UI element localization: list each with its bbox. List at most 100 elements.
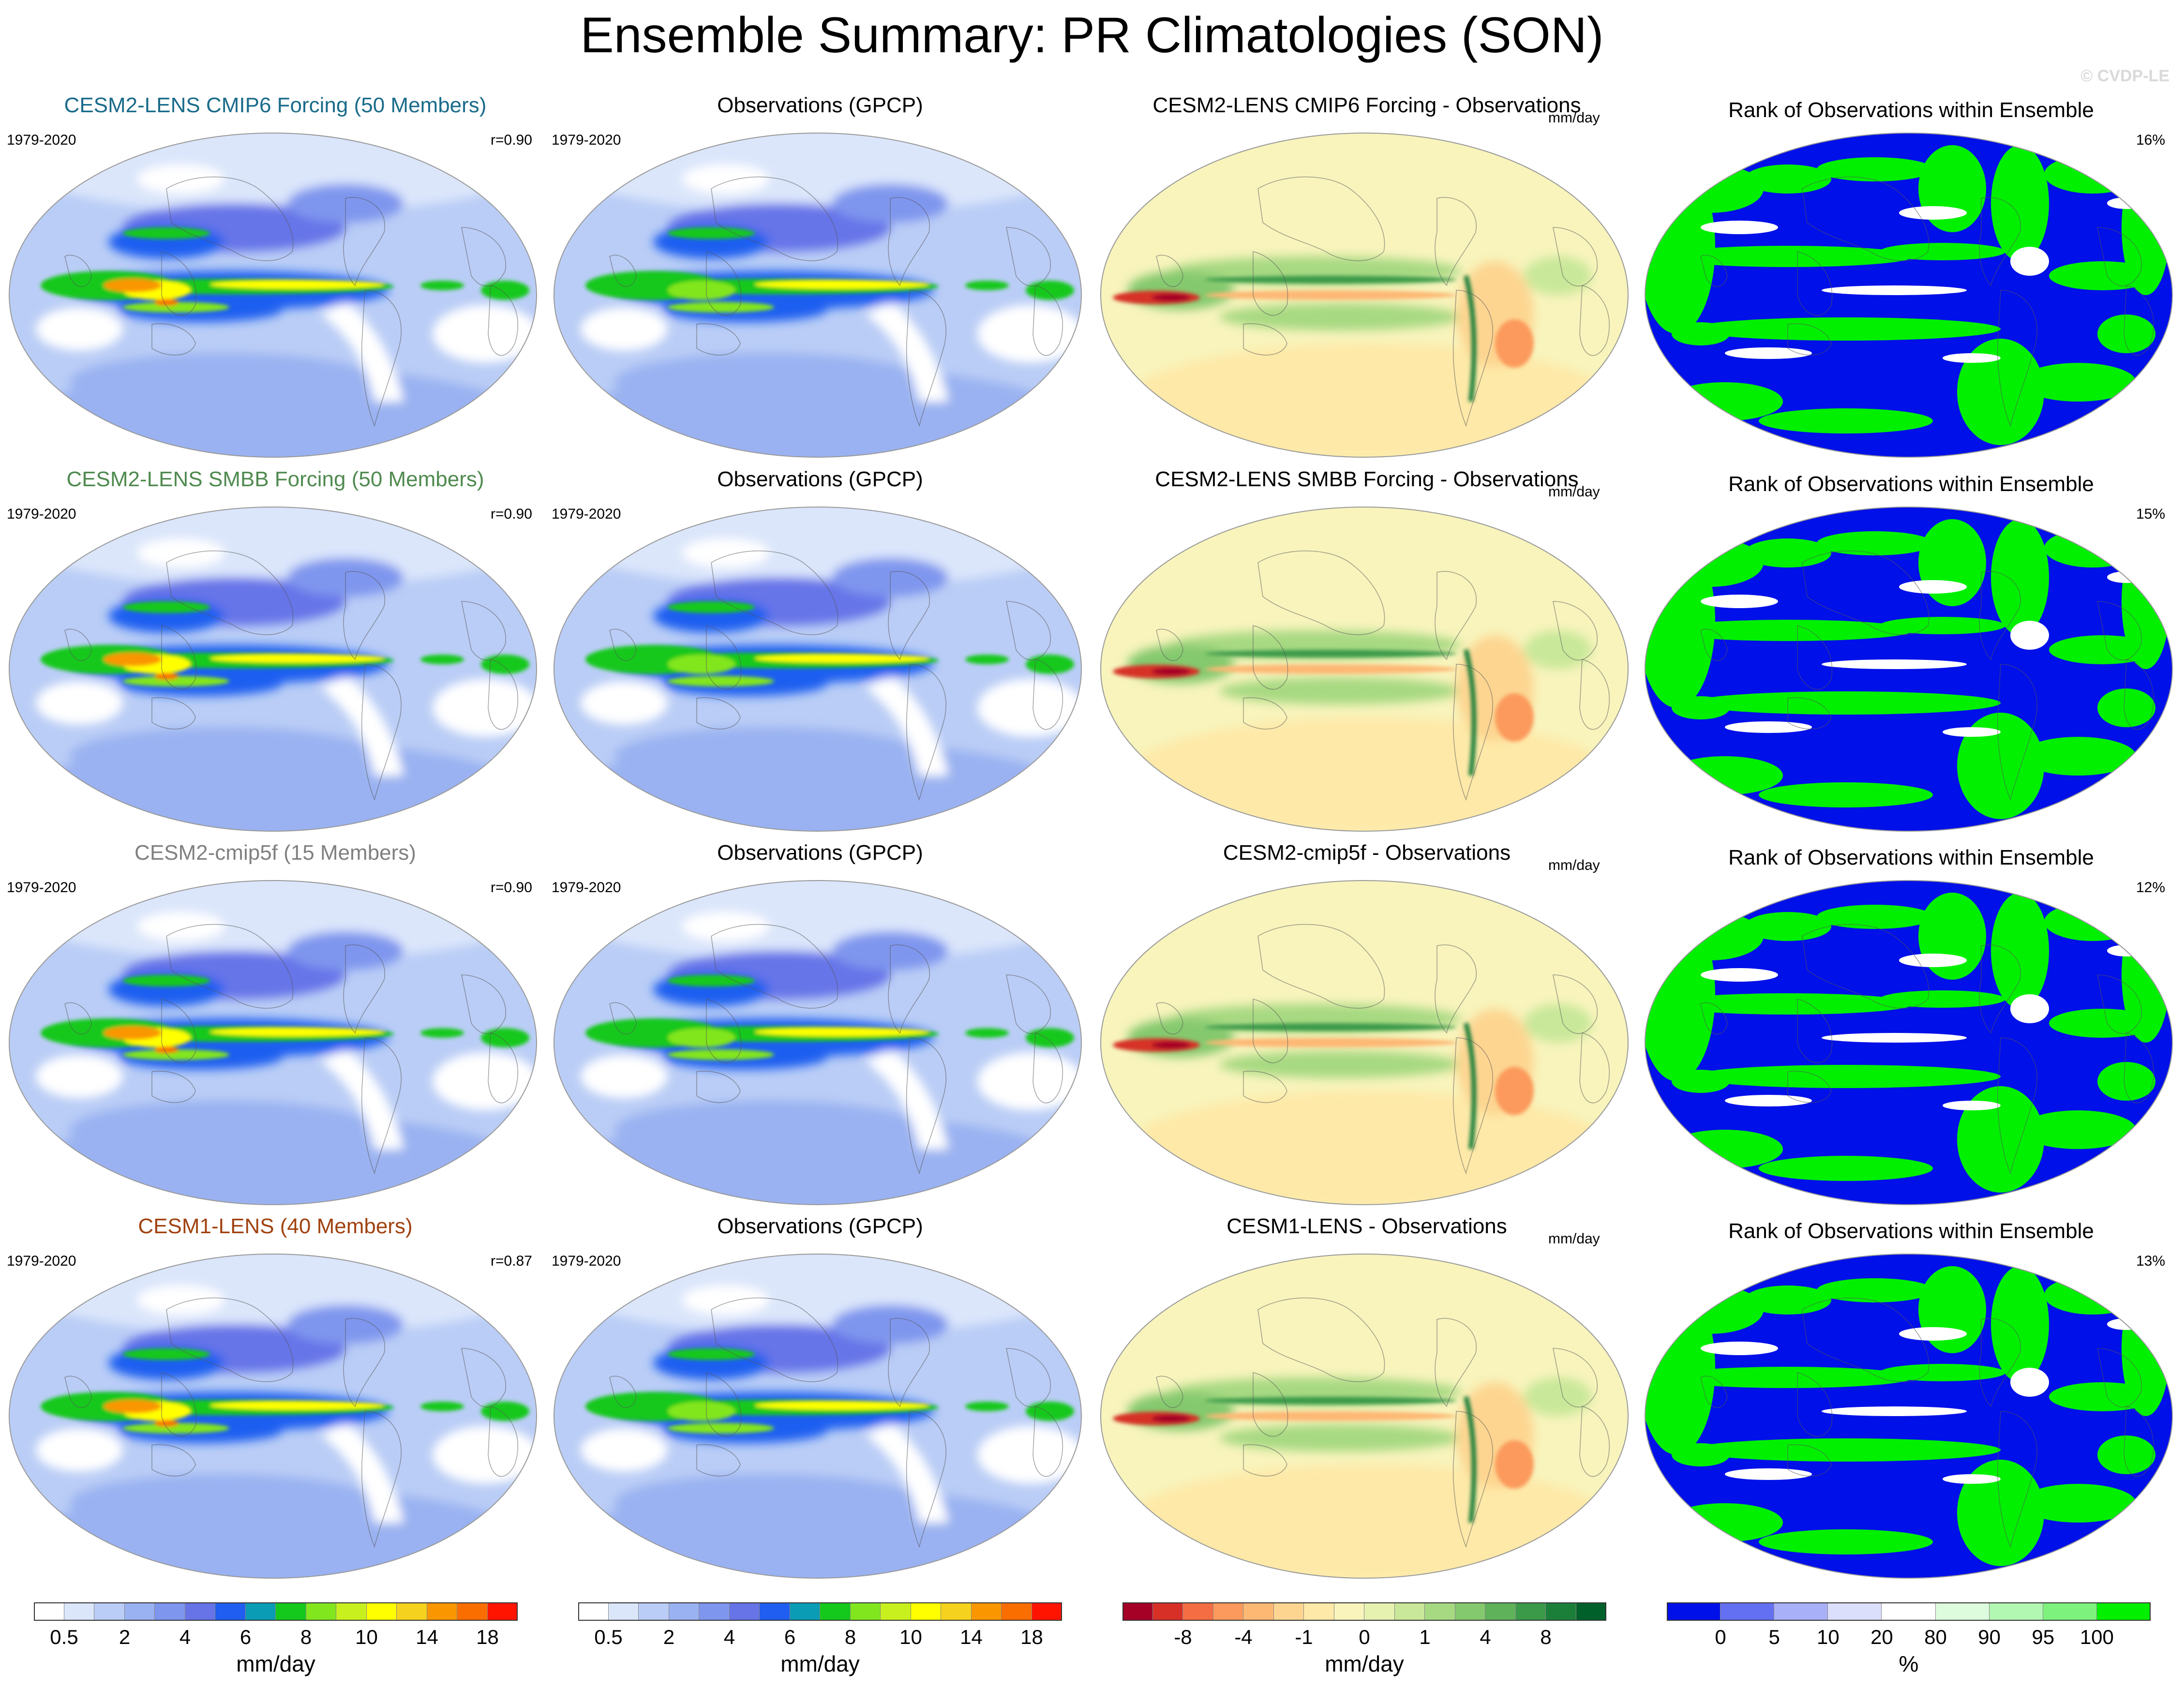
colorbar-swatch [1152,1602,1183,1621]
colorbar-tick-label: 100 [2079,1626,2114,1648]
colorbar-tick-label: 6 [239,1626,252,1648]
model-period: 1979-2020 [7,132,76,148]
copyright-label: © CVDP-LE [2080,67,2169,85]
colorbar-swatch [1304,1602,1334,1621]
colorbar-tick-label: 8 [844,1626,856,1648]
colorbar-swatch [790,1602,820,1621]
colorbar-swatch [34,1602,64,1621]
colorbar-tick-label: 10 [899,1626,922,1648]
colorbar-swatch [397,1602,427,1621]
obs-precip-map [553,507,1082,832]
colorbar-swatch [669,1602,699,1621]
colorbar-units: mm/day [780,1651,860,1676]
model-correlation: r=0.90 [491,506,532,522]
model-precip-map [9,507,537,832]
rank-panel-title: Rank of Observations within Ensemble [1728,98,2094,122]
colorbar-swatch [1002,1602,1032,1621]
colorbar-swatch [699,1602,730,1621]
colorbar-swatch [1183,1602,1213,1621]
colorbar-tick-label: 0 [1359,1626,1370,1648]
obs-panel-title: Observations (GPCP) [717,93,923,117]
colorbar-swatch [306,1602,336,1621]
colorbar-tick-label: 8 [1540,1626,1552,1648]
rank-map [1645,1254,2173,1579]
colorbar-tick-label: -1 [1295,1626,1313,1648]
colorbar-swatch [487,1602,518,1621]
model-correlation: r=0.90 [491,132,532,148]
rank-panel-title: Rank of Observations within Ensemble [1728,1219,2094,1243]
colorbar-tick-label: 2 [663,1626,675,1648]
rank-map [1645,880,2173,1205]
colorbar-swatch [245,1602,276,1621]
colorbar-swatch [1243,1602,1274,1621]
rank-panel-title: Rank of Observations within Ensemble [1728,472,2094,496]
colorbar-tick-label: 4 [723,1626,735,1648]
colorbar-swatch [1935,1602,1990,1621]
colorbar-swatch [639,1602,669,1621]
colorbar-swatch [1515,1602,1546,1621]
diff-panel-title: CESM2-cmip5f - Observations [1223,841,1511,865]
colorbar-swatch [2096,1602,2151,1621]
colorbar-swatch [1576,1602,1606,1621]
colorbar-swatch [1334,1602,1364,1621]
colorbar-swatch [457,1602,488,1621]
obs-period: 1979-2020 [552,1253,621,1269]
colorbar-swatch [760,1602,790,1621]
rank-panel-title: Rank of Observations within Ensemble [1728,846,2094,869]
colorbar-tick-label: 0.5 [594,1626,623,1648]
colorbar-swatch [1273,1602,1304,1621]
colorbar-swatch [336,1602,367,1621]
obs-precip-map [553,133,1082,458]
obs-period: 1979-2020 [552,132,621,148]
model-period: 1979-2020 [7,1253,76,1269]
colorbar-swatch [1774,1602,1828,1621]
colorbar-tick-label: 6 [784,1626,796,1648]
colorbar-tick-label: 95 [2032,1626,2055,1648]
rank-map [1645,133,2173,458]
colorbar-tick-label: 80 [1924,1626,1947,1648]
colorbar-tick-label: 5 [1768,1626,1780,1648]
colorbar-swatch [850,1602,881,1621]
colorbar-swatch [94,1602,125,1621]
diff-panel-title: CESM2-LENS SMBB Forcing - Observations [1155,467,1579,491]
colorbar-swatch [1425,1602,1455,1621]
obs-period: 1979-2020 [552,506,621,522]
obs-panel-title: Observations (GPCP) [717,841,923,865]
rank-percent: 16% [2136,132,2166,148]
rank-map [1645,507,2173,832]
colorbar-tick-label: 1 [1419,1626,1431,1648]
model-panel-title: CESM2-cmip5f (15 Members) [135,841,416,865]
colorbar-tick-label: 10 [1816,1626,1840,1648]
rank-percent: 15% [2136,506,2166,522]
colorbar-tick-label: 14 [416,1626,438,1648]
colorbar-units: mm/day [236,1651,315,1676]
model-precip-map [9,880,537,1205]
difference-map [1100,133,1629,458]
obs-panel-title: Observations (GPCP) [717,1214,923,1238]
colorbar-tick-label: 18 [1020,1626,1043,1648]
colorbar-swatch [1546,1602,1576,1621]
colorbar-swatch [1485,1602,1516,1621]
colorbar-tick-label: -8 [1174,1626,1192,1648]
obs-precip-map [553,1254,1082,1579]
colorbar-tick-label: -4 [1234,1626,1253,1648]
diff-units: mm/day [1548,857,1600,873]
colorbar-swatch [1213,1602,1243,1621]
diff-panel-title: CESM2-LENS CMIP6 Forcing - Observations [1152,93,1581,117]
colorbar-tick-label: 90 [1978,1626,2001,1648]
rank-percent: 13% [2136,1253,2166,1269]
colorbar-swatch [608,1602,639,1621]
model-panel-title: CESM1-LENS (40 Members) [138,1214,413,1238]
colorbar-swatch [64,1602,94,1621]
diff-units: mm/day [1548,484,1600,500]
colorbar-tick-label: 14 [960,1626,983,1648]
colorbar-units: % [1899,1651,1919,1676]
model-correlation: r=0.87 [491,1253,532,1269]
colorbar-tick-label: 4 [1480,1626,1491,1648]
colorbar-swatch [1364,1602,1395,1621]
obs-panel-title: Observations (GPCP) [717,467,923,491]
figure-title: Ensemble Summary: PR Climatologies (SON) [580,7,1604,63]
colorbar-swatch [820,1602,851,1621]
difference-map [1100,507,1629,832]
colorbar-swatch [1032,1602,1062,1621]
